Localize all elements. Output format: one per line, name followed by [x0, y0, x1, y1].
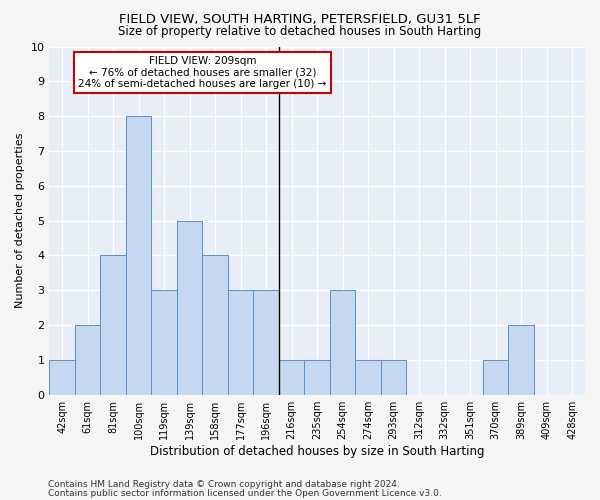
- Bar: [355, 360, 381, 394]
- X-axis label: Distribution of detached houses by size in South Harting: Distribution of detached houses by size …: [150, 444, 484, 458]
- Y-axis label: Number of detached properties: Number of detached properties: [15, 133, 25, 308]
- Bar: [483, 360, 508, 394]
- Bar: [49, 360, 75, 394]
- Bar: [177, 220, 202, 394]
- Bar: [202, 256, 228, 394]
- Text: Contains HM Land Registry data © Crown copyright and database right 2024.: Contains HM Land Registry data © Crown c…: [48, 480, 400, 489]
- Bar: [508, 325, 534, 394]
- Text: FIELD VIEW, SOUTH HARTING, PETERSFIELD, GU31 5LF: FIELD VIEW, SOUTH HARTING, PETERSFIELD, …: [119, 12, 481, 26]
- Text: FIELD VIEW: 209sqm
← 76% of detached houses are smaller (32)
24% of semi-detache: FIELD VIEW: 209sqm ← 76% of detached hou…: [78, 56, 326, 89]
- Bar: [330, 290, 355, 395]
- Bar: [126, 116, 151, 394]
- Bar: [228, 290, 253, 395]
- Text: Size of property relative to detached houses in South Harting: Size of property relative to detached ho…: [118, 25, 482, 38]
- Bar: [253, 290, 279, 395]
- Bar: [100, 256, 126, 394]
- Bar: [381, 360, 406, 394]
- Text: Contains public sector information licensed under the Open Government Licence v3: Contains public sector information licen…: [48, 488, 442, 498]
- Bar: [75, 325, 100, 394]
- Bar: [279, 360, 304, 394]
- Bar: [304, 360, 330, 394]
- Bar: [151, 290, 177, 395]
